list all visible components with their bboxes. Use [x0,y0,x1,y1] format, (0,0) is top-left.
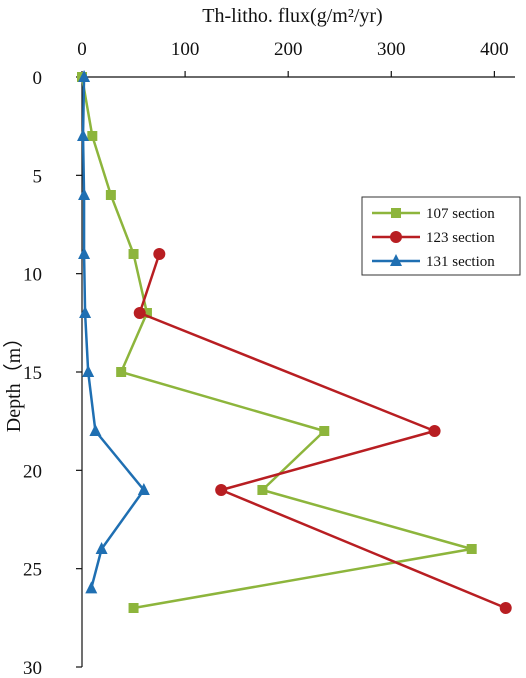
data-point [116,367,127,377]
data-point [78,247,91,259]
data-point [82,365,95,377]
series-line [80,76,473,610]
data-point [466,544,477,554]
legend-label: 107 section [426,206,495,222]
legend-marker [391,208,401,218]
data-point [85,581,98,594]
data-point [105,190,116,200]
series-circle [133,248,512,614]
legend-marker [390,254,402,266]
data-point [128,249,139,259]
data-point [79,306,92,318]
data-point [257,485,268,495]
data-point [137,483,150,495]
data-point [133,307,146,319]
data-point [95,542,108,554]
data-point [319,426,330,436]
data-point [499,602,512,614]
data-point [87,131,98,141]
series-layer [77,70,512,614]
data-point [89,424,102,436]
series-line [81,76,146,589]
x-tick-label: 100 [171,39,200,60]
y-tick-label: 15 [23,363,42,384]
y-tick-label: 10 [23,265,42,286]
y-tick-label: 0 [33,68,43,89]
data-point [428,425,441,437]
y-tick-label: 25 [23,560,42,581]
data-point [128,603,139,613]
legend: 107 section 123 section 131 section [361,196,521,276]
y-tick-label: 30 [23,658,42,678]
series-square [77,72,477,613]
y-axis-title: Depth（m） [2,328,25,432]
data-point [153,248,166,260]
x-tick-label: 0 [77,39,87,60]
data-point [141,308,152,318]
y-tick-label: 20 [23,461,42,482]
y-tick-label: 5 [33,166,43,187]
x-tick-label: 400 [480,39,509,60]
x-tick-label: 200 [274,39,303,60]
legend-marker [390,231,402,243]
data-point [78,70,91,82]
legend-label: 123 section [426,230,495,246]
x-tick-label: 300 [377,39,406,60]
axes: 0 100 200 300 400 0 5 10 15 20 25 30 Th-litho. flux(… [2,5,515,678]
series-triangle [77,70,150,594]
data-point [77,129,90,141]
data-point [215,484,228,496]
data-point [78,188,91,200]
legend-label: 131 section [426,254,495,270]
x-axis-title: Th-litho. flux(g/m²/yr) [202,5,382,27]
